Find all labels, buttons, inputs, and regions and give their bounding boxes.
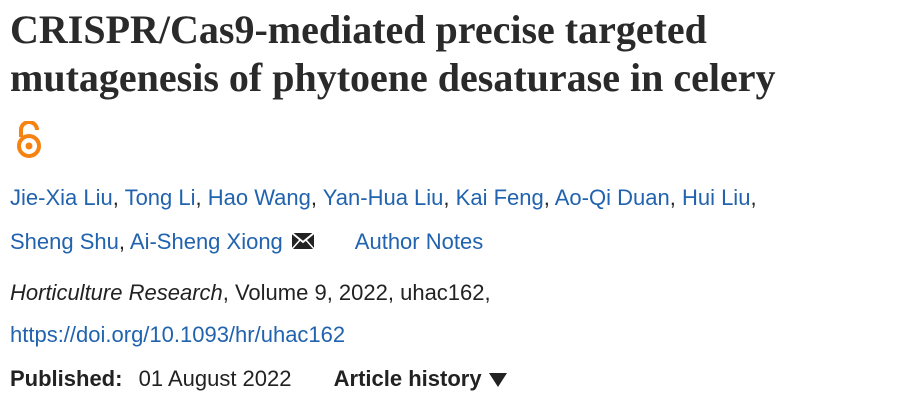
article-title: CRISPR/Cas9-mediated precise targeted mu… [10, 7, 776, 100]
author-separator: , [543, 185, 550, 210]
author-separator: , [750, 185, 757, 210]
author-separator: , [310, 185, 318, 210]
author-separator: , [443, 185, 450, 210]
dropdown-arrow[interactable] [488, 371, 508, 387]
author-separator: , [669, 185, 676, 210]
citation: Horticulture Research, Volume 9, 2022, u… [10, 280, 491, 306]
author-separator: , [112, 185, 119, 210]
open-access-icon [17, 121, 41, 158]
author-name[interactable]: Ao-Qi Duan [554, 185, 670, 210]
author-name[interactable]: Hao Wang [207, 185, 311, 210]
published-date: 01 August 2022 [138, 366, 292, 391]
author-separator: , [118, 229, 125, 254]
author-name[interactable]: Ai-Sheng Xiong [129, 229, 283, 254]
author-separator: , [195, 185, 202, 210]
author-name[interactable]: Jie-Xia Liu [10, 185, 113, 210]
author-name[interactable]: Yan-Hua Liu [322, 185, 444, 210]
published-label: Published: [10, 366, 123, 391]
citation-details: , Volume 9, 2022, uhac162, [222, 280, 491, 305]
doi-link[interactable]: https://doi.org/10.1093/hr/uhac162 [10, 322, 346, 347]
author-name[interactable]: Tong Li [124, 185, 196, 210]
author-notes[interactable]: Author Notes [354, 229, 484, 254]
email-icon[interactable] [291, 232, 315, 250]
author-name[interactable]: Hui Liu [681, 185, 751, 210]
author-name[interactable]: Kai Feng [455, 185, 544, 210]
publication-info: Published: 01 August 2022 Article histor… [10, 366, 508, 392]
author-list: Jie-Xia Liu, Tong Li, Hao Wang, Yan-Hua … [10, 176, 757, 264]
article-history[interactable]: Article history [333, 366, 482, 391]
author-name[interactable]: Sheng Shu [10, 229, 119, 254]
journal[interactable]: Horticulture Research [10, 280, 223, 305]
